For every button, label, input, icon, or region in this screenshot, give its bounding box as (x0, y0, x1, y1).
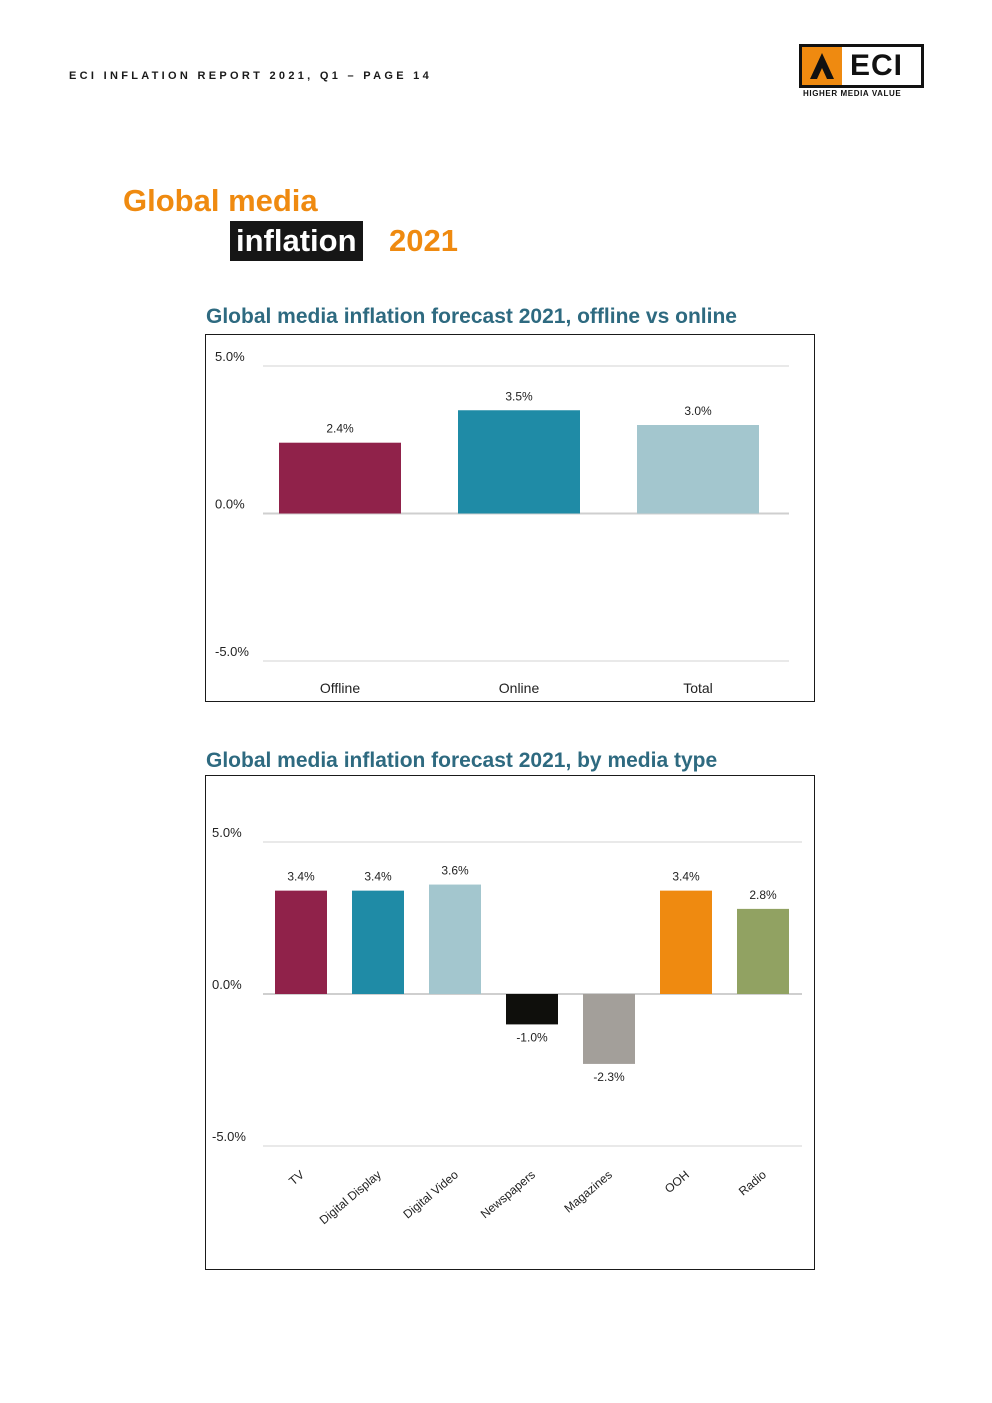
chart1-data-label: 2.4% (326, 422, 354, 436)
chart1-category-label: Online (499, 680, 540, 696)
report-header: ECI INFLATION REPORT 2021, Q1 – PAGE 14 (69, 70, 433, 82)
chart2-frame: 5.0% 0.0% -5.0% 3.4% TV 3.4% Digital Display 3.… (205, 775, 815, 1270)
chart2-data-label: 3.6% (441, 864, 469, 878)
chart1-ytick-label: 5.0% (215, 349, 245, 364)
page-title-line1: Global media (123, 183, 318, 218)
chart1-data-label: 3.5% (505, 389, 533, 403)
chart2-bar (275, 890, 327, 994)
chart1-bar (637, 425, 759, 514)
chart2-bar (429, 884, 481, 994)
chart1-bar (279, 442, 401, 514)
chart2-data-label: 3.4% (287, 870, 315, 884)
chart2-title: Global media inflation forecast 2021, by… (206, 749, 718, 772)
chart2-category-label: Magazines (561, 1168, 614, 1216)
chart2-category-label: TV (286, 1168, 307, 1189)
eci-logo: ECI HIGHER MEDIA VALUE (799, 44, 925, 102)
chart2-category-label: Radio (736, 1167, 769, 1198)
chart1-category-label: Total (683, 680, 713, 696)
chart2-ytick-label: 0.0% (212, 977, 242, 992)
page-title-year: 2021 (389, 223, 458, 258)
chart1-data-label: 3.0% (684, 404, 712, 418)
chart2-category-label: Newspapers (478, 1168, 538, 1222)
chart2-ytick-label: 5.0% (212, 825, 242, 840)
chart1-frame: 5.0% 0.0% -5.0% 2.4% Offline 3.5% Online 3.0% To… (205, 334, 815, 702)
logo-mark-icon (802, 47, 842, 85)
chart2-data-label: 2.8% (749, 888, 777, 902)
chart2-data-label: 3.4% (672, 870, 700, 884)
chart2-bar (660, 890, 712, 994)
chart2-category-label: OOH (662, 1168, 692, 1196)
chart2-svg: 5.0% 0.0% -5.0% 3.4% TV 3.4% Digital Display 3.… (212, 825, 802, 1228)
page-title-highlight: inflation (230, 221, 363, 261)
chart1-bar (458, 410, 580, 514)
chart1-category-label: Offline (320, 680, 360, 696)
logo-box: ECI (799, 44, 924, 88)
logo-text: ECI (850, 49, 904, 82)
chart1-title: Global media inflation forecast 2021, of… (206, 305, 737, 328)
chart2-ytick-label: -5.0% (212, 1129, 246, 1144)
chart2-data-label: 3.4% (364, 870, 392, 884)
chart2-category-label: Digital Video (400, 1167, 461, 1221)
chart2-data-label: -2.3% (593, 1070, 625, 1084)
chart2-bar (506, 994, 558, 1025)
chart1-ytick-label: -5.0% (215, 644, 249, 659)
chart2-data-label: -1.0% (516, 1030, 548, 1044)
chart2-bar (737, 908, 789, 994)
chart2-bar (583, 994, 635, 1064)
chart1-svg: 5.0% 0.0% -5.0% 2.4% Offline 3.5% Online 3.0% To… (215, 349, 789, 696)
chart1-ytick-label: 0.0% (215, 497, 245, 512)
chart2-bar (352, 890, 404, 994)
chart2-category-label: Digital Display (317, 1168, 384, 1228)
logo-tagline: HIGHER MEDIA VALUE (803, 89, 902, 98)
